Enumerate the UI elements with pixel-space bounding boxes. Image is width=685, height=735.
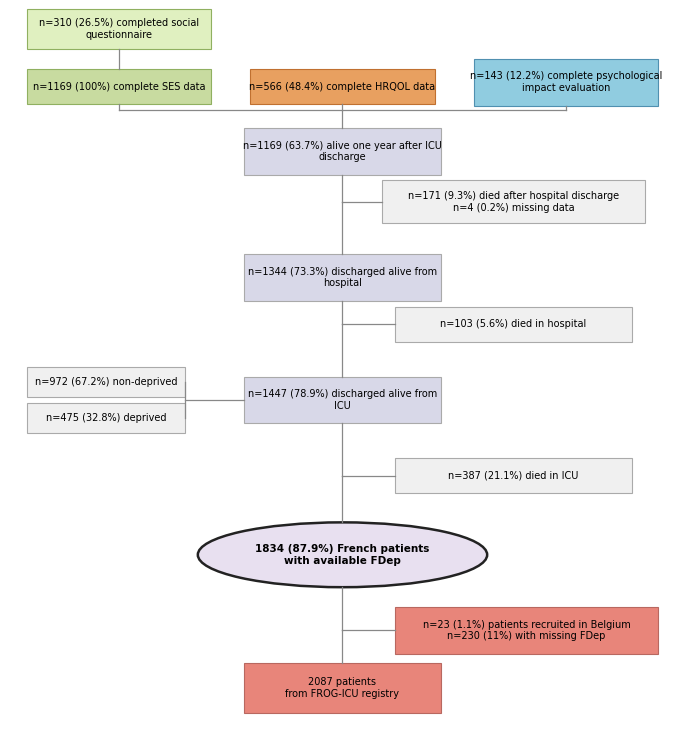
FancyBboxPatch shape — [27, 367, 185, 397]
FancyBboxPatch shape — [244, 128, 441, 175]
FancyBboxPatch shape — [395, 458, 632, 493]
Ellipse shape — [198, 523, 487, 587]
FancyBboxPatch shape — [27, 69, 211, 104]
FancyBboxPatch shape — [395, 607, 658, 654]
FancyBboxPatch shape — [27, 9, 211, 49]
FancyBboxPatch shape — [244, 376, 441, 423]
Text: n=310 (26.5%) completed social
questionnaire: n=310 (26.5%) completed social questionn… — [39, 18, 199, 40]
FancyBboxPatch shape — [27, 403, 185, 433]
Text: n=171 (9.3%) died after hospital discharge
n=4 (0.2%) missing data: n=171 (9.3%) died after hospital dischar… — [408, 191, 619, 212]
FancyBboxPatch shape — [474, 59, 658, 106]
Text: n=1447 (78.9%) discharged alive from
ICU: n=1447 (78.9%) discharged alive from ICU — [248, 389, 437, 411]
Text: n=1169 (100%) complete SES data: n=1169 (100%) complete SES data — [33, 82, 206, 92]
Text: n=387 (21.1%) died in ICU: n=387 (21.1%) died in ICU — [448, 470, 579, 481]
Text: 2087 patients
from FROG-ICU registry: 2087 patients from FROG-ICU registry — [286, 677, 399, 699]
Text: n=972 (67.2%) non-deprived: n=972 (67.2%) non-deprived — [34, 377, 177, 387]
FancyBboxPatch shape — [395, 307, 632, 342]
Text: n=23 (1.1%) patients recruited in Belgium
n=230 (11%) with missing FDep: n=23 (1.1%) patients recruited in Belgiu… — [423, 620, 630, 641]
FancyBboxPatch shape — [251, 69, 434, 104]
FancyBboxPatch shape — [244, 254, 441, 301]
Text: n=103 (5.6%) died in hospital: n=103 (5.6%) died in hospital — [440, 319, 586, 329]
Text: n=143 (12.2%) complete psychological
impact evaluation: n=143 (12.2%) complete psychological imp… — [470, 71, 662, 93]
FancyBboxPatch shape — [244, 663, 441, 713]
Text: n=475 (32.8%) deprived: n=475 (32.8%) deprived — [45, 413, 166, 423]
Text: 1834 (87.9%) French patients
with available FDep: 1834 (87.9%) French patients with availa… — [256, 544, 429, 565]
Text: n=566 (48.4%) complete HRQOL data: n=566 (48.4%) complete HRQOL data — [249, 82, 436, 92]
Text: n=1169 (63.7%) alive one year after ICU
discharge: n=1169 (63.7%) alive one year after ICU … — [243, 140, 442, 162]
Text: n=1344 (73.3%) discharged alive from
hospital: n=1344 (73.3%) discharged alive from hos… — [248, 267, 437, 288]
FancyBboxPatch shape — [382, 180, 645, 223]
